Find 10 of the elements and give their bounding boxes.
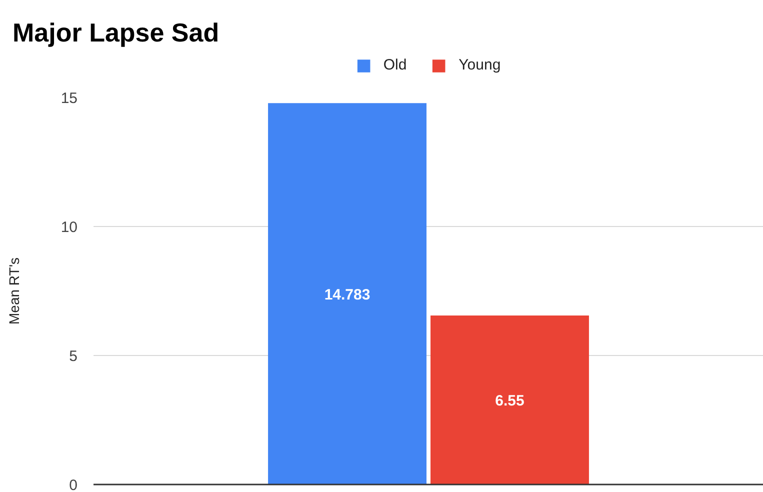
data-label: 6.55 [495, 392, 524, 410]
y-axis-title: Mean RT's [6, 257, 22, 324]
y-tick-label: 15 [60, 90, 78, 107]
legend-label: Young [458, 56, 501, 74]
y-tick-label: 5 [69, 348, 78, 365]
data-label: 14.783 [324, 286, 370, 304]
chart-title: Major Lapse Sad [12, 18, 220, 48]
legend-label: Old [383, 56, 407, 74]
y-tick-label: 0 [69, 477, 78, 492]
y-tick-label: 10 [60, 219, 78, 236]
